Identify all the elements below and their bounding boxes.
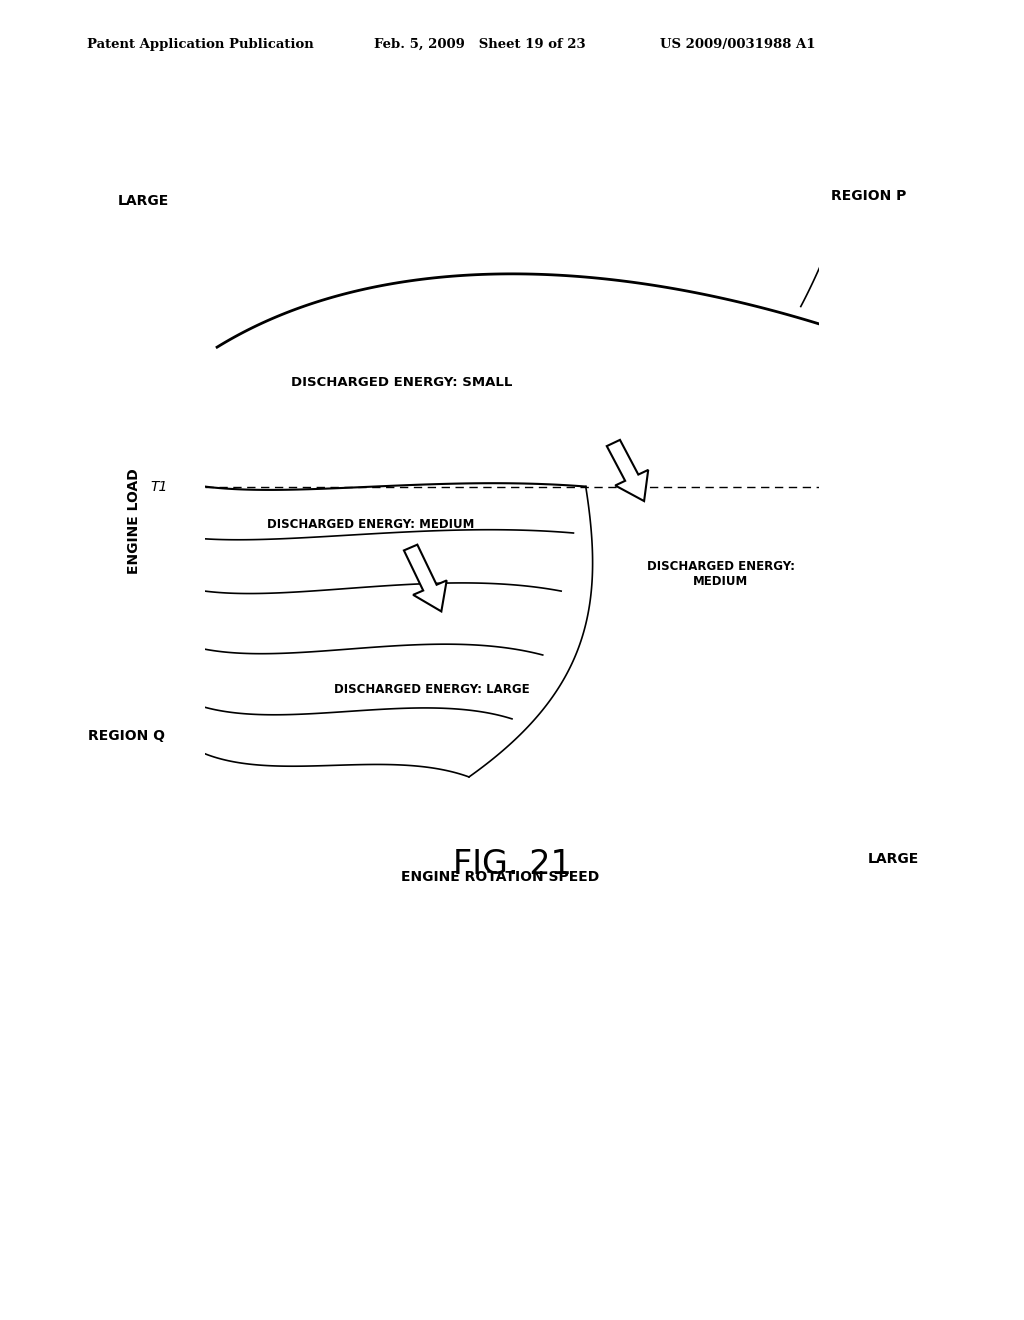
Text: LARGE: LARGE [867,853,919,866]
Text: Patent Application Publication: Patent Application Publication [87,37,313,50]
Text: REGION Q: REGION Q [88,729,165,743]
Text: T1: T1 [151,479,168,494]
Text: ENGINE LOAD: ENGINE LOAD [127,469,141,574]
Text: FIG. 21: FIG. 21 [453,849,571,882]
Text: REGION P: REGION P [831,189,907,203]
Text: Feb. 5, 2009   Sheet 19 of 23: Feb. 5, 2009 Sheet 19 of 23 [374,37,586,50]
Polygon shape [403,545,446,611]
Polygon shape [607,440,648,502]
Text: DISCHARGED ENERGY:
MEDIUM: DISCHARGED ENERGY: MEDIUM [647,560,795,587]
Text: LARGE: LARGE [118,194,169,207]
Text: US 2009/0031988 A1: US 2009/0031988 A1 [660,37,816,50]
Text: ENGINE ROTATION SPEED: ENGINE ROTATION SPEED [400,870,599,884]
Text: DISCHARGED ENERGY: SMALL: DISCHARGED ENERGY: SMALL [291,375,512,388]
Text: DISCHARGED ENERGY: MEDIUM: DISCHARGED ENERGY: MEDIUM [267,517,474,531]
Text: DISCHARGED ENERGY: LARGE: DISCHARGED ENERGY: LARGE [334,684,530,697]
